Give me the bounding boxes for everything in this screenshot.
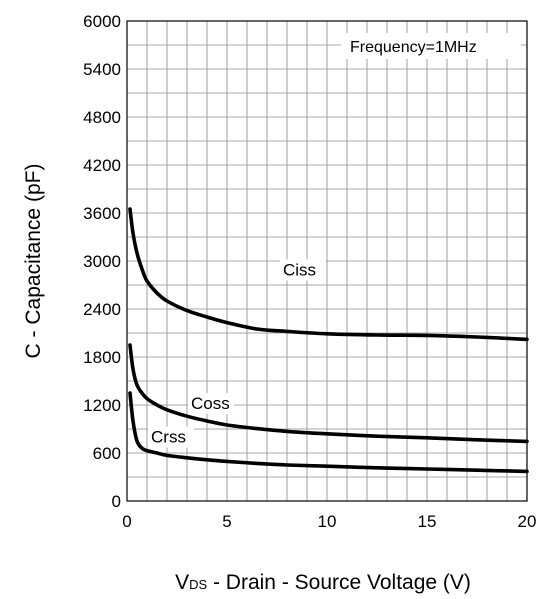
y-tick-label: 5400 — [83, 60, 121, 79]
curve-crss — [128, 391, 529, 474]
grid — [127, 21, 527, 501]
x-axis-title-subscript: DS — [189, 577, 207, 592]
y-tick-label: 3600 — [83, 204, 121, 223]
x-axis-title-rest: - Drain - Source Voltage (V) — [207, 571, 471, 594]
x-tick-label: 20 — [518, 512, 537, 531]
curve-coss — [128, 343, 529, 444]
y-tick-label: 4200 — [83, 156, 121, 175]
x-tick-label: 10 — [318, 512, 337, 531]
x-axis-title-prefix: V — [175, 571, 189, 594]
y-tick-label: 2400 — [83, 300, 121, 319]
series-label-ciss: Ciss — [283, 260, 316, 279]
y-tick-label: 3000 — [83, 252, 121, 271]
y-tick-labels: 0 600 1200 1800 2400 3000 3600 4200 4800 5400 6000 — [83, 12, 121, 511]
y-tick-label: 4800 — [83, 108, 121, 127]
x-tick-label: 0 — [122, 512, 131, 531]
series-label-background — [188, 393, 234, 414]
y-tick-label: 600 — [93, 444, 121, 463]
curves — [128, 207, 529, 474]
x-tick-label: 15 — [418, 512, 437, 531]
y-tick-label: 6000 — [83, 12, 121, 31]
series-label-background — [148, 426, 194, 448]
x-tick-labels: 0 5 10 15 20 — [122, 512, 536, 531]
x-tick-label: 5 — [222, 512, 231, 531]
series-label-background — [280, 259, 326, 281]
annotation-background — [341, 33, 521, 59]
y-axis-title: C - Capacitance (pF) — [22, 164, 45, 359]
series-labels: Ciss Coss Crss — [148, 259, 326, 448]
y-tick-label: 1200 — [83, 396, 121, 415]
series-label-coss: Coss — [191, 394, 230, 413]
series-label-crss: Crss — [151, 428, 186, 447]
curve-ciss — [128, 207, 529, 342]
x-axis-title: VDS - Drain - Source Voltage (V) — [175, 571, 471, 594]
y-tick-label: 1800 — [83, 348, 121, 367]
frequency-annotation: Frequency=1MHz — [350, 39, 477, 56]
y-tick-label: 0 — [112, 492, 121, 511]
plot-frame — [126, 20, 528, 502]
